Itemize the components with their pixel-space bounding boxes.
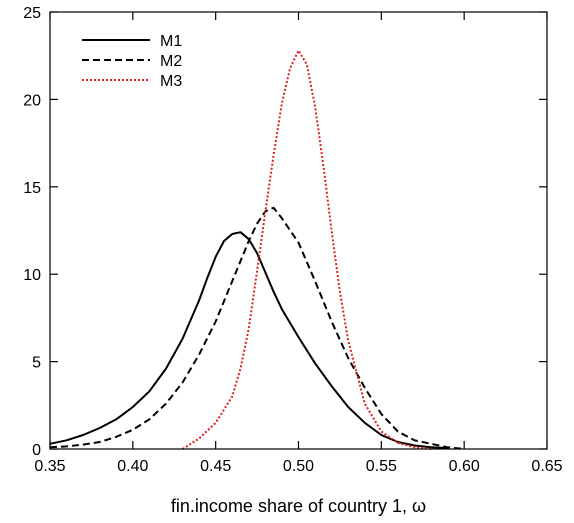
x-tick-label: 0.65	[531, 458, 562, 475]
legend-label-m2: M2	[160, 53, 182, 70]
x-axis-label: fin.income share of country 1, ω	[171, 496, 426, 516]
y-tick-label: 5	[32, 355, 41, 372]
axes-layer	[49, 11, 548, 450]
x-tick-label: 0.45	[200, 458, 231, 475]
x-tick-label: 0.60	[449, 458, 480, 475]
series-line-m1	[49, 231, 448, 450]
series-layer	[49, 49, 465, 450]
y-tick-label: 10	[23, 267, 41, 284]
series-line-m2	[49, 206, 465, 450]
series-line-m3	[181, 49, 432, 450]
y-tick-label: 15	[23, 180, 41, 197]
legend: M1 M2 M3	[82, 33, 182, 90]
legend-label-m1: M1	[160, 33, 182, 50]
legend-label-m3: M3	[160, 73, 182, 90]
y-tick-label: 0	[32, 442, 41, 459]
x-tick-label: 0.40	[117, 458, 148, 475]
y-tick-label: 20	[23, 92, 41, 109]
ticks-layer: 0.35 0.40 0.45 0.50 0.55 0.60 0.65 0 5 10 15 20 25	[23, 5, 562, 475]
x-tick-label: 0.55	[366, 458, 397, 475]
plot-frame	[49, 11, 548, 450]
x-tick-label: 0.35	[34, 458, 65, 475]
y-tick-label: 25	[23, 5, 41, 22]
x-tick-label: 0.50	[283, 458, 314, 475]
